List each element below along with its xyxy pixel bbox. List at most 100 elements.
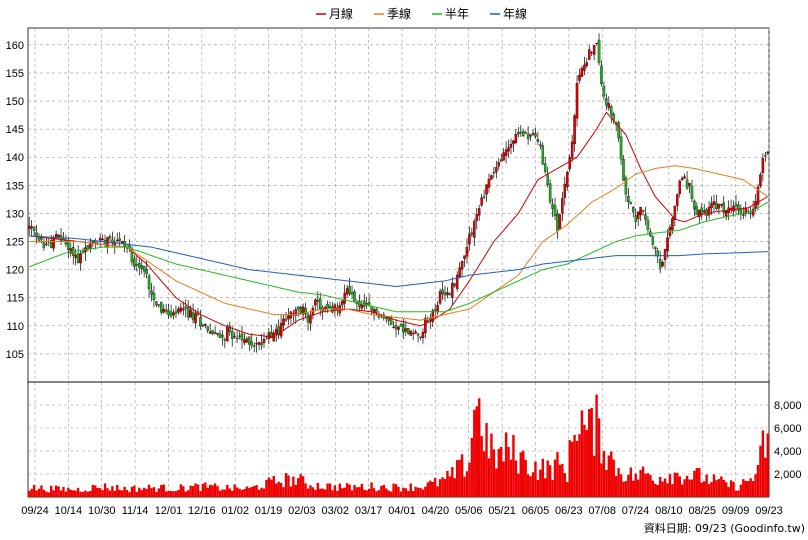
chart-legend: 月線 季線 半年 年線 bbox=[316, 6, 527, 21]
volume-tick-label: 4,000 bbox=[774, 446, 802, 458]
volume-bar bbox=[113, 491, 117, 497]
candle-body bbox=[534, 133, 537, 137]
candle-body bbox=[27, 225, 31, 229]
volume-bar bbox=[578, 434, 581, 497]
volume-bar bbox=[433, 477, 437, 497]
volume-bar bbox=[702, 481, 706, 497]
candle-body bbox=[130, 249, 134, 263]
volume-bar bbox=[492, 449, 496, 497]
candle-body bbox=[715, 202, 718, 210]
volume-bar bbox=[301, 476, 305, 497]
candle-body bbox=[152, 292, 156, 301]
volume-bar bbox=[614, 476, 618, 497]
candle-body bbox=[223, 339, 227, 341]
candle-body bbox=[497, 161, 501, 167]
candle-body bbox=[756, 186, 760, 205]
volume-bar bbox=[602, 450, 606, 497]
candle-body bbox=[543, 163, 547, 172]
volume-bar bbox=[717, 479, 721, 497]
volume-bar bbox=[512, 434, 515, 497]
candle-body bbox=[690, 185, 694, 200]
volume-bar bbox=[534, 461, 537, 497]
candle-body bbox=[216, 332, 219, 335]
volume-bar bbox=[326, 483, 329, 497]
date-tick-label: 07/24 bbox=[622, 505, 650, 517]
candle-body bbox=[375, 308, 378, 313]
volume-bar bbox=[133, 485, 136, 497]
volume-bar bbox=[639, 470, 642, 497]
candle-body bbox=[671, 218, 674, 230]
volume-bar bbox=[218, 490, 222, 497]
candle-body bbox=[228, 325, 232, 332]
volume-bar bbox=[416, 487, 420, 497]
candle-body bbox=[189, 309, 192, 318]
volume-bar bbox=[265, 479, 268, 497]
volume-bar bbox=[722, 479, 725, 497]
candle-body bbox=[480, 197, 483, 206]
candle-body bbox=[602, 85, 606, 97]
volume-bar bbox=[688, 479, 691, 497]
volume-bar bbox=[683, 479, 686, 497]
volume-bar bbox=[519, 452, 522, 497]
candle-body bbox=[629, 202, 633, 205]
volume-bar bbox=[419, 487, 422, 497]
candle-body bbox=[751, 208, 755, 216]
volume-bar bbox=[385, 488, 388, 497]
candle-body bbox=[509, 143, 513, 148]
volume-bar bbox=[575, 440, 579, 497]
candle-body bbox=[76, 253, 80, 263]
date-tick-label: 01/19 bbox=[255, 505, 283, 517]
candle-body bbox=[91, 240, 95, 243]
volume-bar bbox=[228, 488, 231, 497]
candle-body bbox=[116, 239, 119, 241]
volume-bar bbox=[243, 488, 246, 497]
volume-bar bbox=[341, 488, 344, 497]
volume-bar bbox=[583, 424, 586, 497]
legend-label-0: 月線 bbox=[329, 6, 353, 21]
volume-bar bbox=[441, 477, 444, 497]
volume-bar bbox=[358, 487, 361, 497]
volume-bar bbox=[333, 485, 337, 497]
candle-body bbox=[632, 206, 635, 213]
volume-bar bbox=[194, 483, 197, 497]
volume-bar bbox=[426, 482, 430, 497]
candle-body bbox=[233, 336, 236, 338]
candle-body bbox=[558, 214, 562, 229]
candle-body bbox=[619, 136, 623, 160]
candle-body bbox=[426, 320, 430, 322]
candle-body bbox=[350, 292, 354, 295]
candle-body bbox=[656, 250, 659, 257]
candle-body bbox=[438, 291, 442, 304]
volume-bar bbox=[255, 485, 258, 497]
candle-body bbox=[507, 147, 510, 152]
volume-bar bbox=[277, 481, 280, 497]
volume-bar bbox=[375, 491, 378, 497]
volume-bar bbox=[204, 482, 207, 497]
volume-bar bbox=[336, 490, 339, 497]
volume-bar bbox=[463, 476, 466, 497]
candle-body bbox=[135, 263, 139, 266]
volume-bar bbox=[507, 446, 510, 497]
volume-bars bbox=[28, 394, 769, 497]
volume-bar bbox=[106, 488, 109, 497]
volume-bar bbox=[275, 483, 278, 497]
price-tick-label: 140 bbox=[6, 152, 24, 164]
volume-bar bbox=[199, 491, 202, 497]
price-tick-label: 120 bbox=[6, 265, 24, 277]
candle-body bbox=[120, 240, 124, 244]
candle-body bbox=[431, 310, 434, 322]
volume-bar bbox=[74, 490, 77, 497]
volume-bar bbox=[744, 480, 747, 497]
candle-body bbox=[79, 253, 82, 264]
candle-body bbox=[475, 214, 479, 221]
candle-body bbox=[605, 98, 608, 106]
candle-body bbox=[421, 332, 425, 339]
candle-body bbox=[81, 251, 85, 254]
candle-body bbox=[451, 282, 454, 298]
volume-bar bbox=[32, 485, 36, 497]
candle-body bbox=[54, 234, 58, 239]
candle-body bbox=[585, 62, 589, 67]
volume-bar bbox=[35, 490, 38, 497]
volume-bar bbox=[45, 491, 48, 497]
candle-body bbox=[147, 275, 151, 290]
